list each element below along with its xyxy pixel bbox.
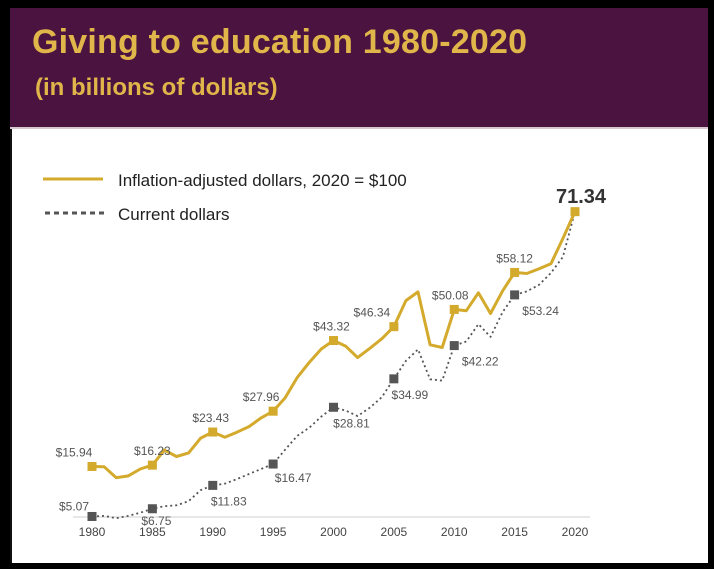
data-label-adjusted: $50.08 bbox=[432, 288, 469, 302]
x-tick-label: 1980 bbox=[79, 525, 106, 539]
marker-adjusted bbox=[449, 304, 459, 314]
marker-adjusted bbox=[208, 427, 218, 437]
data-label-adjusted: $16.23 bbox=[134, 444, 171, 458]
legend-label-current: Current dollars bbox=[118, 205, 230, 224]
data-label-adjusted: $15.94 bbox=[56, 445, 93, 459]
data-label-current: $34.99 bbox=[392, 388, 429, 402]
marker-current bbox=[268, 459, 278, 469]
data-label-adjusted: $58.12 bbox=[496, 251, 533, 265]
data-label-current: $53.24 bbox=[522, 304, 559, 318]
x-tick-label: 2020 bbox=[562, 525, 589, 539]
chart-title: Giving to education 1980-2020 bbox=[32, 23, 528, 61]
marker-current bbox=[449, 341, 459, 351]
x-tick-label: 1995 bbox=[260, 525, 287, 539]
marker-adjusted bbox=[87, 461, 97, 471]
data-label-adjusted: $43.32 bbox=[313, 320, 350, 334]
legend-label-adjusted: Inflation-adjusted dollars, 2020 = $100 bbox=[118, 171, 407, 190]
marker-adjusted bbox=[389, 322, 399, 332]
x-tick-label: 2005 bbox=[381, 525, 408, 539]
marker-adjusted bbox=[510, 267, 520, 277]
frame-border-right bbox=[708, 0, 714, 569]
data-label-current: $6.75 bbox=[141, 514, 171, 528]
header-divider bbox=[10, 127, 708, 129]
title-banner: Giving to education 1980-2020 (in billio… bbox=[10, 8, 708, 127]
marker-adjusted bbox=[570, 207, 580, 217]
frame-border-left bbox=[0, 0, 10, 569]
marker-adjusted bbox=[329, 336, 338, 346]
data-label-adjusted: $27.96 bbox=[243, 390, 280, 404]
chart-subtitle: (in billions of dollars) bbox=[35, 74, 278, 101]
data-label-current: $16.47 bbox=[275, 471, 312, 485]
end-value-label: 71.34 bbox=[556, 186, 607, 208]
data-label-layer: $15.94 $16.23 $23.43 $27.96 $43.32 $46.34 $50.… bbox=[56, 251, 560, 527]
frame-border-top bbox=[0, 0, 714, 8]
data-label-adjusted: $46.34 bbox=[354, 306, 391, 320]
marker-current bbox=[510, 290, 520, 300]
x-axis-ticks: 1980 1985 1990 1995 2000 2005 2010 2015 2020 bbox=[79, 525, 589, 539]
marker-current bbox=[87, 511, 97, 521]
data-label-current: $11.83 bbox=[211, 494, 247, 508]
marker-layer bbox=[87, 207, 580, 521]
x-tick-label: 1985 bbox=[139, 525, 166, 539]
x-tick-label: 2000 bbox=[320, 525, 347, 539]
marker-adjusted bbox=[147, 460, 157, 470]
marker-adjusted bbox=[268, 406, 278, 416]
marker-current bbox=[147, 504, 157, 514]
legend: Inflation-adjusted dollars, 2020 = $100 … bbox=[43, 171, 407, 224]
left-border bbox=[10, 129, 12, 563]
data-label-current: $28.81 bbox=[333, 416, 370, 430]
marker-current bbox=[329, 402, 338, 412]
x-tick-label: 2015 bbox=[501, 525, 528, 539]
marker-current bbox=[208, 480, 218, 490]
marker-current bbox=[389, 374, 399, 384]
data-label-adjusted: $23.43 bbox=[192, 411, 229, 425]
x-tick-label: 1990 bbox=[199, 525, 226, 539]
data-label-current: $42.22 bbox=[462, 355, 499, 369]
data-label-current: $5.07 bbox=[59, 499, 89, 513]
frame-border-bottom bbox=[0, 563, 714, 569]
x-tick-label: 2010 bbox=[441, 525, 468, 539]
